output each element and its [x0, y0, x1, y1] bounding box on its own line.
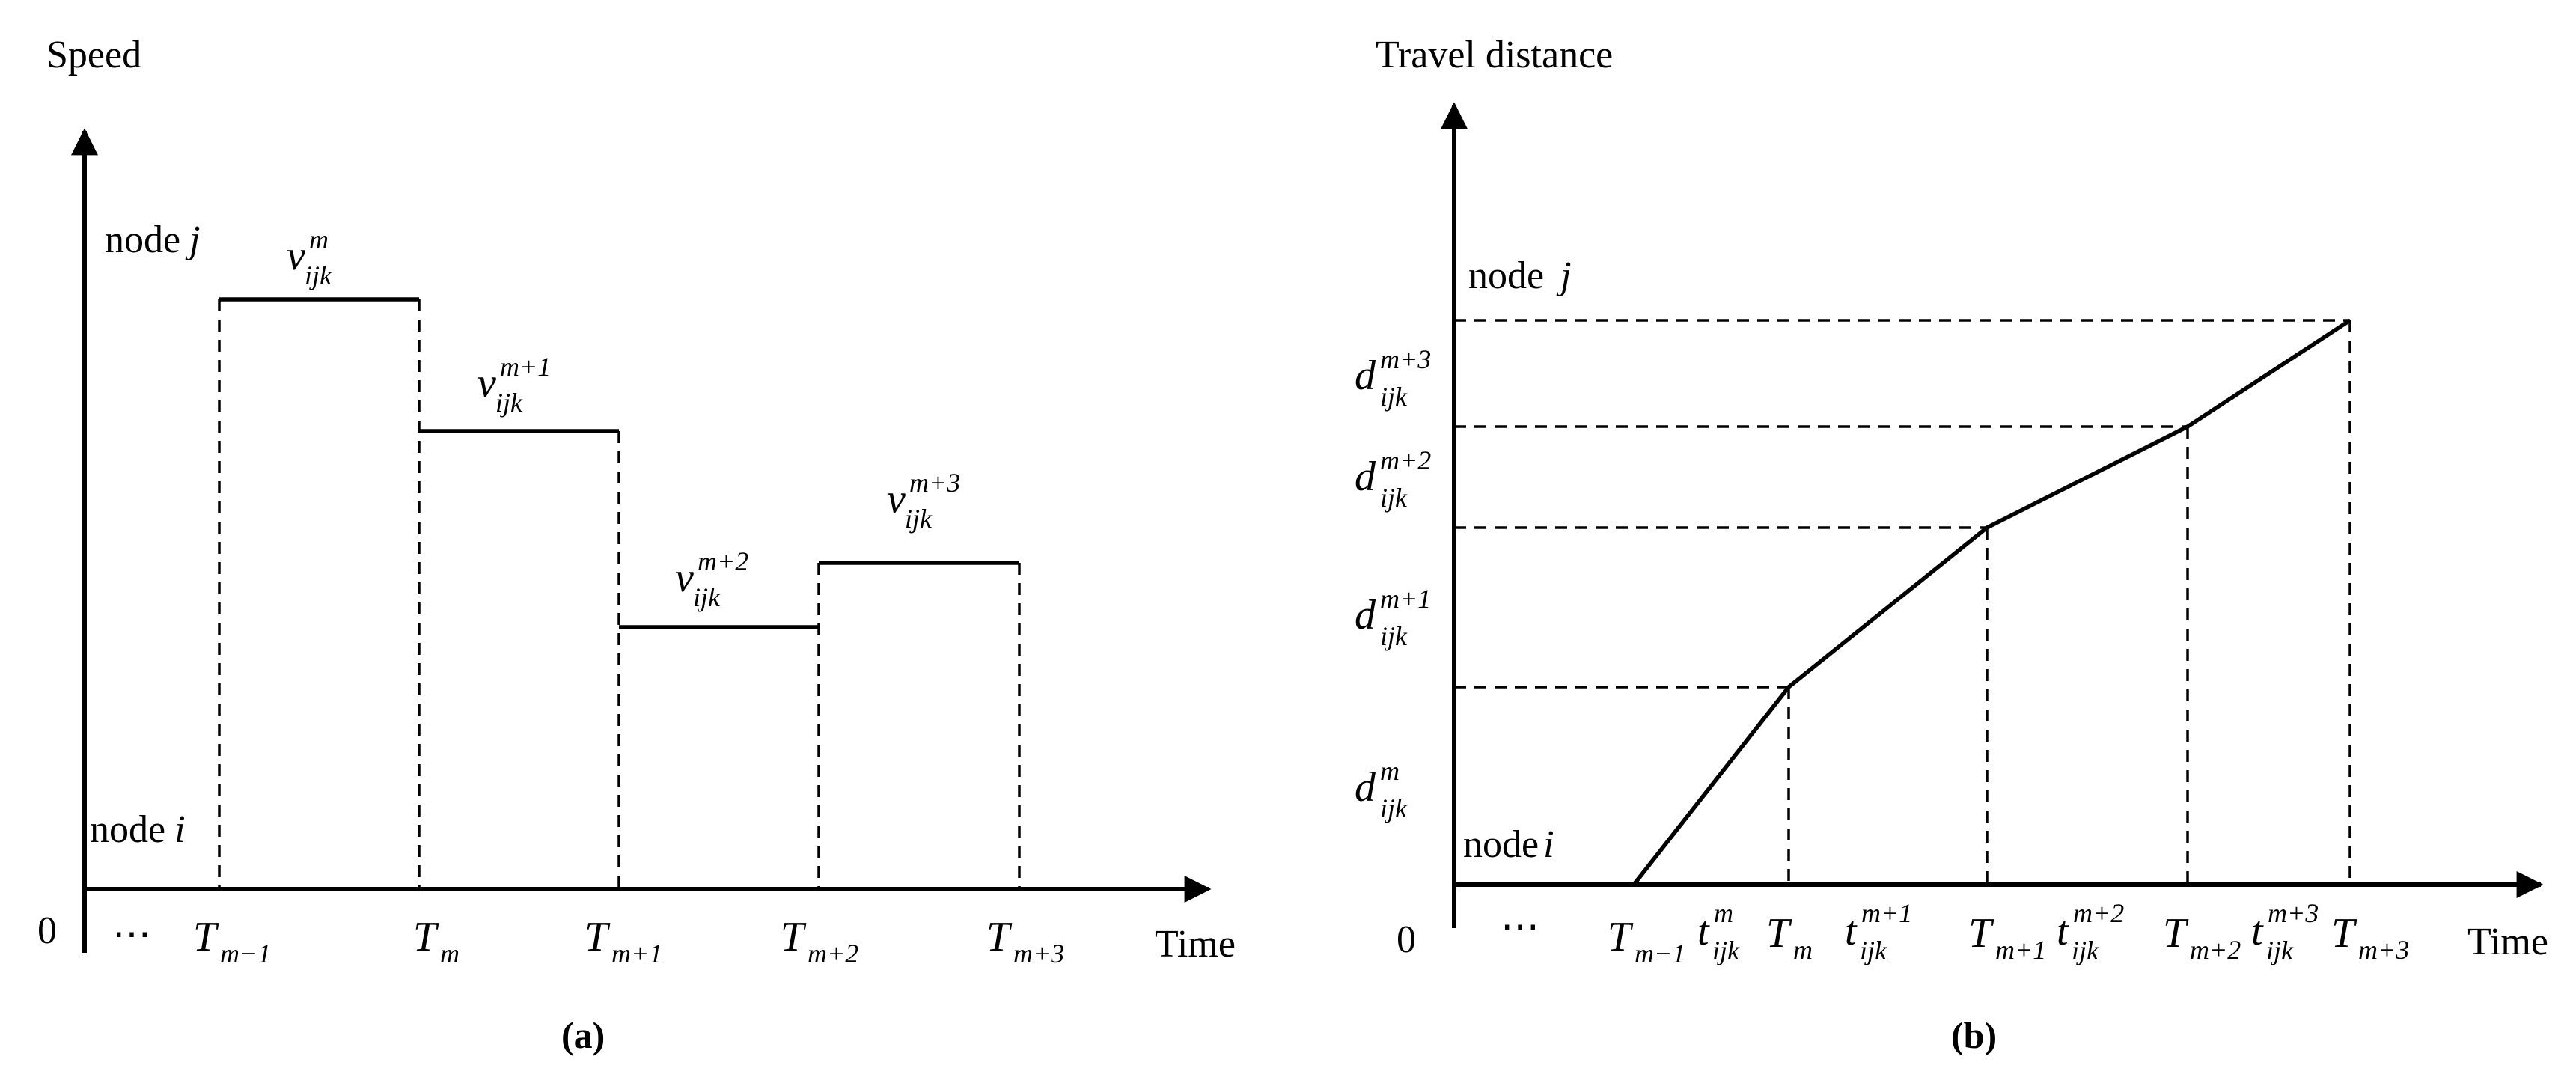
svg-text:t: t — [1845, 908, 1858, 954]
svg-text:d: d — [1355, 764, 1376, 811]
b-distance-curve — [1632, 318, 2351, 886]
svg-text:T: T — [1968, 910, 1994, 957]
svg-text:m+2: m+2 — [2190, 935, 2241, 965]
a-speed-label-1: v m ijk — [287, 225, 332, 290]
b-distance-label-m: d m ijk — [1355, 756, 1408, 823]
svg-text:ijk: ijk — [1380, 621, 1408, 651]
b-distance-label-m+1: d m+1 ijk — [1355, 584, 1431, 651]
b-y-axis-label: Travel distance — [1376, 34, 1613, 76]
svg-text:ijk: ijk — [495, 388, 523, 418]
b-distance-label-m+2: d m+2 ijk — [1355, 445, 1431, 513]
svg-text:v: v — [675, 555, 694, 601]
svg-text:m+3: m+3 — [2358, 935, 2409, 965]
b-tick-label-t-m: t m ijk — [1697, 898, 1740, 965]
svg-text:m+1: m+1 — [1995, 935, 2046, 965]
svg-text:v: v — [287, 233, 305, 279]
a-node-i-label: node i — [90, 808, 186, 851]
svg-text:m−1: m−1 — [1635, 939, 1685, 968]
svg-text:m+3: m+3 — [1380, 344, 1431, 374]
b-tick-label-tm: T m — [1766, 910, 1813, 965]
svg-text:v: v — [477, 360, 496, 406]
svg-text:m+3: m+3 — [1013, 939, 1064, 968]
svg-text:T: T — [193, 914, 219, 960]
b-x-axis-label: Time — [2467, 921, 2548, 963]
svg-text:t: t — [2057, 908, 2069, 954]
b-tick-label-t-m+1: t m+1 ijk — [1845, 898, 1912, 965]
svg-text:ijk: ijk — [1712, 936, 1740, 965]
b-tick-label-tm+1: T m+1 — [1968, 910, 2046, 965]
a-y-axis-label: Speed — [46, 34, 141, 76]
b-node-j-label: node j — [1468, 254, 1572, 297]
a-tick-label-tm+2: T m+2 — [781, 914, 858, 968]
svg-text:m+3: m+3 — [909, 468, 960, 498]
svg-text:m+2: m+2 — [808, 939, 858, 968]
b-tick-label-tm+3: T m+3 — [2331, 910, 2409, 965]
svg-text:m+1: m+1 — [500, 352, 551, 382]
svg-text:ijk: ijk — [305, 260, 332, 290]
panel-a: Speed Time 0 ⋯ node j node i v m ijk v m+1 — [37, 34, 1236, 1056]
svg-text:m+3: m+3 — [2268, 898, 2319, 928]
svg-text:m+1: m+1 — [1380, 584, 1431, 614]
svg-text:m: m — [309, 225, 329, 254]
b-tick-label-tm+2: T m+2 — [2163, 910, 2241, 965]
svg-text:T: T — [1766, 910, 1792, 957]
svg-text:d: d — [1355, 353, 1376, 399]
svg-text:T: T — [2331, 910, 2357, 957]
b-tick-label-tm-1: T m−1 — [1608, 914, 1685, 968]
svg-text:m: m — [1380, 756, 1400, 786]
a-speed-label-4: v m+3 ijk — [887, 468, 960, 534]
svg-text:m+2: m+2 — [2073, 898, 2124, 928]
a-x-axis-label: Time — [1155, 923, 1236, 965]
b-panel-label: (b) — [1951, 1014, 1997, 1056]
svg-text:t: t — [1697, 908, 1710, 954]
b-tick-label-t-m+3: t m+3 ijk — [2251, 898, 2319, 965]
svg-text:ijk: ijk — [1380, 483, 1408, 513]
svg-text:ijk: ijk — [1380, 793, 1408, 823]
a-origin-label: 0 — [37, 909, 57, 952]
b-ellipsis: ⋯ — [1501, 906, 1539, 948]
svg-text:d: d — [1355, 454, 1376, 500]
a-tick-label-tm+1: T m+1 — [585, 914, 662, 968]
svg-text:ijk: ijk — [905, 504, 933, 534]
svg-text:T: T — [781, 914, 807, 960]
svg-text:T: T — [585, 914, 611, 960]
svg-text:T: T — [2163, 910, 2189, 957]
svg-text:t: t — [2251, 908, 2264, 954]
svg-text:m−1: m−1 — [220, 939, 271, 968]
a-speed-label-2: v m+1 ijk — [477, 352, 551, 418]
a-panel-label: (a) — [561, 1014, 605, 1056]
svg-text:m: m — [1793, 935, 1813, 965]
svg-text:ijk: ijk — [2266, 936, 2294, 965]
a-node-j-label: node j — [105, 219, 201, 261]
b-tick-label-t-m+2: t m+2 ijk — [2057, 898, 2124, 965]
b-distance-label-m+3: d m+3 ijk — [1355, 344, 1431, 412]
svg-text:m+1: m+1 — [1861, 898, 1912, 928]
b-node-i-label: node i — [1463, 823, 1554, 866]
a-speed-label-3: v m+2 ijk — [675, 546, 748, 612]
svg-text:T: T — [1608, 914, 1634, 960]
a-tick-label-tm: T m — [413, 914, 460, 968]
svg-text:ijk: ijk — [1860, 936, 1887, 965]
panel-b: Travel distance Time 0 ⋯ node j node i d m… — [1355, 34, 2548, 1056]
a-tick-label-tm+3: T m+3 — [986, 914, 1064, 968]
svg-text:T: T — [986, 914, 1013, 960]
svg-text:m+2: m+2 — [698, 546, 748, 576]
svg-text:ijk: ijk — [1380, 382, 1408, 412]
b-origin-label: 0 — [1397, 918, 1416, 961]
svg-text:d: d — [1355, 592, 1376, 638]
svg-text:v: v — [887, 476, 906, 522]
svg-text:ijk: ijk — [2072, 936, 2099, 965]
svg-text:m: m — [1714, 898, 1733, 928]
a-tick-label-tm-1: T m−1 — [193, 914, 271, 968]
svg-text:T: T — [413, 914, 439, 960]
a-ellipsis: ⋯ — [112, 913, 151, 956]
svg-text:m: m — [440, 939, 460, 968]
svg-text:m+2: m+2 — [1380, 445, 1431, 475]
svg-text:m+1: m+1 — [611, 939, 662, 968]
svg-text:ijk: ijk — [693, 582, 721, 612]
